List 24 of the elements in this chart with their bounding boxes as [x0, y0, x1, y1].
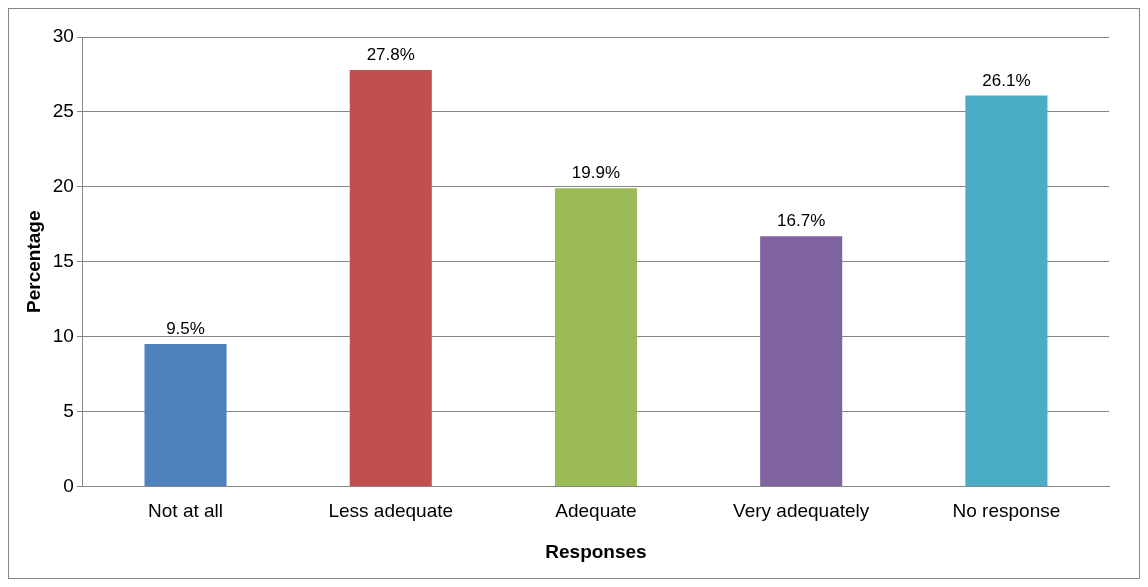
data-label: 19.9%: [571, 163, 621, 183]
data-label: 16.7%: [777, 211, 826, 231]
bar: [965, 95, 1048, 486]
y-tick-label: 25: [52, 100, 74, 122]
bar: [144, 344, 227, 486]
y-tick-label: 15: [52, 249, 74, 271]
bar: [554, 188, 638, 486]
x-axis-title: Responses: [545, 540, 647, 562]
data-label: 9.5%: [166, 319, 205, 339]
y-tick-label: 30: [52, 25, 74, 47]
bar: [349, 69, 432, 486]
x-tick-label: No response: [952, 500, 1061, 522]
y-tick-label: 10: [52, 324, 74, 346]
x-tick-label: Adequate: [555, 500, 637, 522]
y-tick-label: 20: [52, 175, 74, 197]
y-axis-title: Percentage: [22, 210, 44, 313]
x-tick-label: Less adequate: [328, 500, 454, 522]
bar: [760, 236, 843, 486]
data-label: 27.8%: [366, 45, 415, 65]
y-tick-label: 5: [63, 399, 74, 421]
x-tick-label: Very adequately: [733, 500, 870, 522]
y-tick-label: 0: [63, 474, 74, 496]
data-label: 26.1%: [982, 70, 1031, 90]
x-tick-label: Not at all: [148, 500, 224, 522]
